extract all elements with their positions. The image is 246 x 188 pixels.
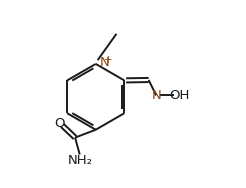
Text: N: N bbox=[100, 56, 110, 69]
Text: O: O bbox=[54, 117, 65, 130]
Text: NH₂: NH₂ bbox=[67, 154, 92, 167]
Text: N: N bbox=[152, 89, 161, 102]
Text: +: + bbox=[104, 55, 112, 65]
Text: OH: OH bbox=[169, 89, 189, 102]
